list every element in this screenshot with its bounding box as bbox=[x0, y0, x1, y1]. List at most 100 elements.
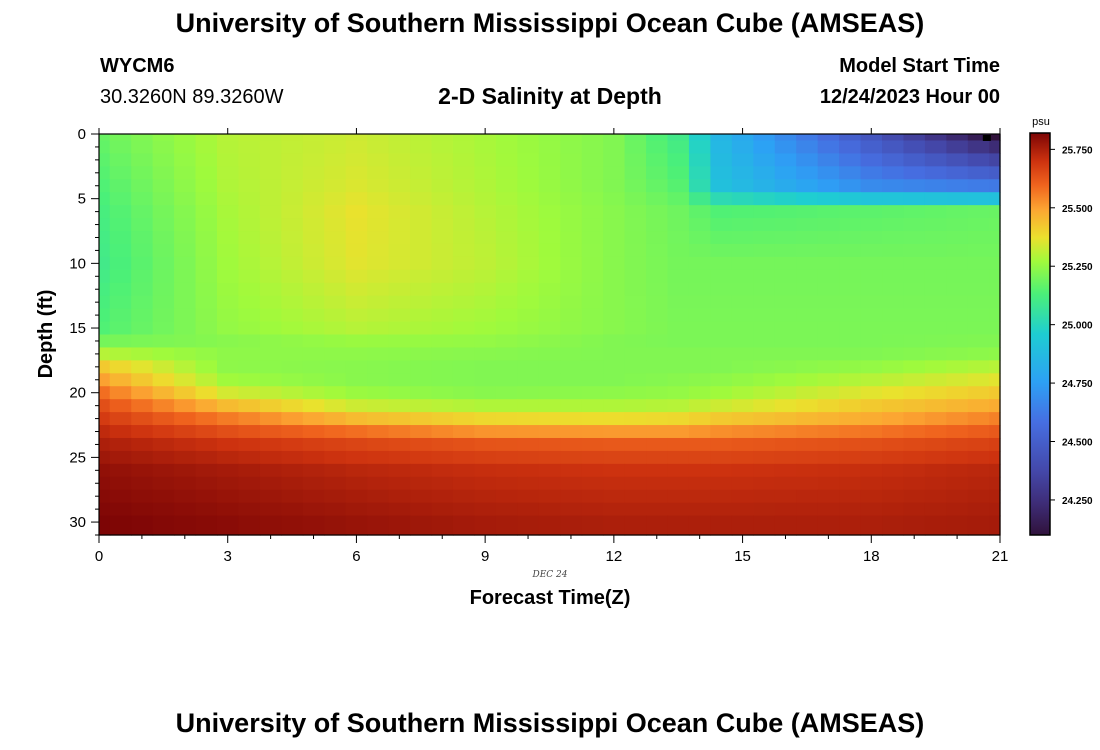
heatmap-cell bbox=[774, 166, 797, 180]
heatmap-cell bbox=[946, 502, 969, 517]
heatmap-cell bbox=[882, 282, 905, 297]
heatmap-cell bbox=[216, 295, 240, 310]
heatmap-cell bbox=[989, 425, 1001, 439]
heatmap-cell bbox=[367, 425, 390, 439]
heatmap-cell bbox=[967, 134, 990, 142]
heatmap-cell bbox=[216, 269, 240, 284]
heatmap-cell bbox=[774, 373, 797, 387]
heatmap-cell bbox=[796, 437, 819, 452]
heatmap-cell bbox=[860, 360, 883, 374]
heatmap-cell bbox=[560, 205, 583, 219]
heatmap-cell bbox=[174, 269, 197, 284]
heatmap-cell bbox=[152, 347, 175, 361]
heatmap-cell bbox=[152, 489, 175, 504]
heatmap-cell bbox=[989, 321, 1001, 336]
heatmap-cell bbox=[109, 153, 132, 167]
heatmap-cell bbox=[259, 269, 282, 284]
heatmap-cell bbox=[388, 437, 411, 452]
heatmap-cell bbox=[131, 515, 154, 536]
heatmap-cell bbox=[216, 140, 240, 155]
heatmap-cell bbox=[882, 425, 905, 439]
heatmap-cell bbox=[345, 205, 368, 219]
heatmap-cell bbox=[281, 243, 304, 258]
heatmap-cell bbox=[345, 334, 368, 349]
heatmap-cell bbox=[581, 243, 604, 258]
heatmap-cell bbox=[989, 502, 1001, 517]
heatmap-cell bbox=[538, 373, 561, 387]
heatmap-cell bbox=[903, 386, 926, 400]
heatmap-cell bbox=[431, 231, 454, 245]
heatmap-cell bbox=[753, 269, 776, 284]
heatmap-cell bbox=[216, 308, 240, 323]
heatmap-cell bbox=[152, 179, 175, 193]
heatmap-cell bbox=[410, 308, 433, 323]
heatmap-cell bbox=[431, 489, 454, 504]
heatmap-cell bbox=[646, 502, 669, 517]
heatmap-cell bbox=[646, 166, 669, 180]
heatmap-cell bbox=[903, 463, 926, 478]
heatmap-cell bbox=[603, 179, 626, 193]
heatmap-cell bbox=[946, 179, 969, 193]
heatmap-cell bbox=[131, 231, 154, 245]
heatmap-cell bbox=[817, 282, 840, 297]
heatmap-cell bbox=[431, 425, 454, 439]
heatmap-cell bbox=[924, 179, 947, 193]
heatmap-cell bbox=[367, 256, 390, 271]
heatmap-cell bbox=[839, 360, 862, 374]
heatmap-cell bbox=[345, 347, 368, 361]
heatmap-cell bbox=[796, 399, 819, 413]
heatmap-cell bbox=[924, 463, 947, 478]
heatmap-cell bbox=[259, 140, 282, 155]
y-tick-label: 0 bbox=[78, 126, 86, 143]
heatmap-cell bbox=[560, 386, 583, 400]
heatmap-cell bbox=[624, 231, 647, 245]
heatmap-cell bbox=[109, 386, 132, 400]
heatmap-cell bbox=[710, 295, 733, 310]
heatmap-cell bbox=[216, 166, 240, 180]
heatmap-cell bbox=[495, 295, 518, 310]
heatmap-cell bbox=[302, 373, 325, 387]
heatmap-cell bbox=[152, 231, 175, 245]
heatmap-cell bbox=[603, 437, 626, 452]
heatmap-cell bbox=[281, 425, 304, 439]
heatmap-cell bbox=[560, 425, 583, 439]
heatmap-cell bbox=[259, 308, 282, 323]
heatmap-cell bbox=[839, 347, 862, 361]
heatmap-cell bbox=[581, 360, 604, 374]
heatmap-cell bbox=[667, 166, 690, 180]
heatmap-cell bbox=[688, 360, 711, 374]
heatmap-cell bbox=[731, 347, 754, 361]
heatmap-cell bbox=[302, 502, 325, 517]
heatmap-cell bbox=[946, 425, 969, 439]
heatmap-cell bbox=[646, 231, 669, 245]
heatmap-cell bbox=[646, 515, 669, 536]
heatmap-cell bbox=[174, 192, 197, 206]
heatmap-cell bbox=[860, 437, 883, 452]
heatmap-cell bbox=[238, 373, 261, 387]
heatmap-cell bbox=[882, 166, 905, 180]
heatmap-cell bbox=[796, 269, 819, 284]
heatmap-cell bbox=[688, 373, 711, 387]
heatmap-cell bbox=[946, 437, 969, 452]
heatmap-cell bbox=[860, 295, 883, 310]
heatmap-cell bbox=[302, 140, 325, 155]
heatmap-cell bbox=[388, 192, 411, 206]
heatmap-cell bbox=[131, 399, 154, 413]
heatmap-cell bbox=[860, 140, 883, 155]
heatmap-cell bbox=[99, 205, 111, 219]
heatmap-cell bbox=[560, 282, 583, 297]
heatmap-cell bbox=[667, 502, 690, 517]
heatmap-cell bbox=[839, 166, 862, 180]
heatmap-cell bbox=[99, 450, 111, 465]
heatmap-cell bbox=[796, 166, 819, 180]
heatmap-cell bbox=[367, 231, 390, 245]
heatmap-cell bbox=[946, 412, 969, 426]
heatmap-cell bbox=[216, 412, 240, 426]
heatmap-cell bbox=[538, 502, 561, 517]
heatmap-cell bbox=[238, 321, 261, 336]
heatmap-cell bbox=[989, 256, 1001, 271]
heatmap-cell bbox=[109, 347, 132, 361]
heatmap-cell bbox=[388, 205, 411, 219]
heatmap-cell bbox=[774, 153, 797, 167]
heatmap-cell bbox=[195, 231, 218, 245]
